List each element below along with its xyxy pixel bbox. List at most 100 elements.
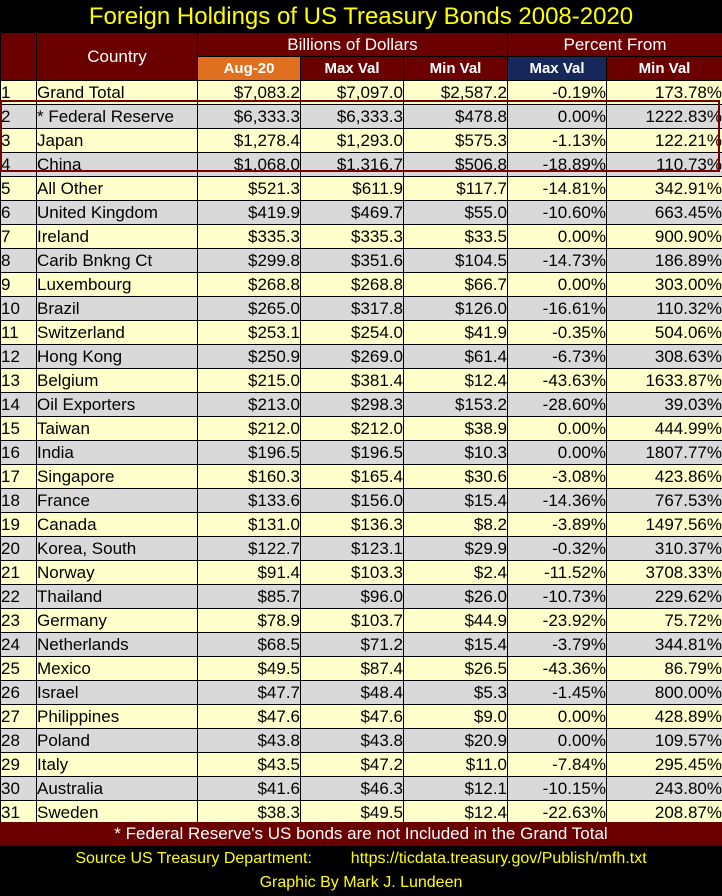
aug20-cell: $43.8 <box>197 728 301 753</box>
table-body: 1 Grand Total $7,083.2 $7,097.0 $2,587.2 -0.1… <box>0 80 722 825</box>
min-val-cell: $478.8 <box>403 104 508 129</box>
pct-min-cell: 1222.83% <box>605 104 722 129</box>
country-cell: Brazil <box>36 296 198 321</box>
aug20-cell: $250.9 <box>197 344 301 369</box>
row-number-cell: 13 <box>0 368 37 393</box>
pct-min-cell: 86.79% <box>605 656 722 681</box>
pct-max-cell: -16.61% <box>507 296 607 321</box>
min-val-cell: $117.7 <box>403 176 508 201</box>
min-val-cell: $12.4 <box>403 800 508 825</box>
country-cell: India <box>36 440 198 465</box>
country-cell: Japan <box>36 128 198 153</box>
pct-max-cell: -10.73% <box>507 584 607 609</box>
pct-min-cell: 344.81% <box>605 632 722 657</box>
pct-max-cell: -1.45% <box>507 680 607 705</box>
table-row: 12 Hong Kong $250.9 $269.0 $61.4 -6.73% 308.63… <box>0 344 722 369</box>
row-number-cell: 12 <box>0 344 37 369</box>
row-number-cell: 15 <box>0 416 37 441</box>
country-cell: Ireland <box>36 224 198 249</box>
pct-min-cell: 110.73% <box>605 152 722 177</box>
table-row: 11 Switzerland $253.1 $254.0 $41.9 -0.35% 504.… <box>0 320 722 345</box>
source-label: Source US Treasury Department: <box>75 850 312 867</box>
pct-max-cell: -0.19% <box>507 80 607 105</box>
table-row: 5 All Other $521.3 $611.9 $117.7 -14.81% 342.9… <box>0 176 722 201</box>
pct-max-cell: -23.92% <box>507 608 607 633</box>
table-row: 26 Israel $47.7 $48.4 $5.3 -1.45% 800.00% <box>0 680 722 705</box>
row-number-cell: 25 <box>0 656 37 681</box>
pct-max-cell: 0.00% <box>507 704 607 729</box>
row-number-cell: 31 <box>0 800 37 825</box>
country-cell: Canada <box>36 512 198 537</box>
max-val-cell: $43.8 <box>300 728 404 753</box>
aug20-cell: $49.5 <box>197 656 301 681</box>
pct-max-cell: 0.00% <box>507 272 607 297</box>
country-cell: Taiwan <box>36 416 198 441</box>
pct-min-cell: 800.00% <box>605 680 722 705</box>
max-val-cell: $123.1 <box>300 536 404 561</box>
aug20-cell: $85.7 <box>197 584 301 609</box>
row-number-cell: 20 <box>0 536 37 561</box>
pct-max-cell: -0.32% <box>507 536 607 561</box>
pct-min-cell: 295.45% <box>605 752 722 777</box>
max-val-cell: $156.0 <box>300 488 404 513</box>
aug20-cell: $419.9 <box>197 200 301 225</box>
row-number-cell: 30 <box>0 776 37 801</box>
table-row: 1 Grand Total $7,083.2 $7,097.0 $2,587.2 -0.1… <box>0 80 722 105</box>
max-val-cell: $47.2 <box>300 752 404 777</box>
row-number-cell: 11 <box>0 320 37 345</box>
min-val-cell: $44.9 <box>403 608 508 633</box>
pct-min-cell: 310.37% <box>605 536 722 561</box>
pct-min-header: Min Val <box>605 56 722 81</box>
aug20-cell: $6,333.3 <box>197 104 301 129</box>
table-row: 7 Ireland $335.3 $335.3 $33.5 0.00% 900.90% <box>0 224 722 249</box>
holdings-table: Country Billions of Dollars Percent From… <box>0 32 722 825</box>
billions-header: Billions of Dollars <box>197 32 508 57</box>
row-number-cell: 22 <box>0 584 37 609</box>
min-val-cell: $10.3 <box>403 440 508 465</box>
row-number-cell: 28 <box>0 728 37 753</box>
aug20-cell: $521.3 <box>197 176 301 201</box>
row-number-cell: 24 <box>0 632 37 657</box>
country-cell: Hong Kong <box>36 344 198 369</box>
aug20-cell: $253.1 <box>197 320 301 345</box>
min-val-cell: $38.9 <box>403 416 508 441</box>
country-cell: Oil Exporters <box>36 392 198 417</box>
pct-min-cell: 342.91% <box>605 176 722 201</box>
table-row: 23 Germany $78.9 $103.7 $44.9 -23.92% 75.72% <box>0 608 722 633</box>
pct-min-cell: 39.03% <box>605 392 722 417</box>
aug20-cell: $41.6 <box>197 776 301 801</box>
footnote: * Federal Reserve's US bonds are not Inc… <box>0 822 722 846</box>
min-val-cell: $12.1 <box>403 776 508 801</box>
country-cell: Thailand <box>36 584 198 609</box>
max-val-cell: $469.7 <box>300 200 404 225</box>
aug20-cell: $47.6 <box>197 704 301 729</box>
max-val-cell: $298.3 <box>300 392 404 417</box>
min-val-cell: $55.0 <box>403 200 508 225</box>
table-row: 16 India $196.5 $196.5 $10.3 0.00% 1807.77% <box>0 440 722 465</box>
row-number-cell: 10 <box>0 296 37 321</box>
table-row: 2 * Federal Reserve $6,333.3 $6,333.3 $478.8… <box>0 104 722 129</box>
max-val-cell: $196.5 <box>300 440 404 465</box>
max-val-cell: $49.5 <box>300 800 404 825</box>
country-cell: Italy <box>36 752 198 777</box>
max-val-cell: $611.9 <box>300 176 404 201</box>
pct-min-cell: 767.53% <box>605 488 722 513</box>
pct-min-cell: 1497.56% <box>605 512 722 537</box>
percent-from-header: Percent From <box>506 32 722 57</box>
pct-max-cell: -18.89% <box>507 152 607 177</box>
aug20-cell: $131.0 <box>197 512 301 537</box>
aug20-cell: $122.7 <box>197 536 301 561</box>
min-val-cell: $41.9 <box>403 320 508 345</box>
min-val-cell: $126.0 <box>403 296 508 321</box>
min-val-cell: $8.2 <box>403 512 508 537</box>
aug20-cell: $1,068.0 <box>197 152 301 177</box>
min-val-header: Min Val <box>403 56 508 81</box>
row-number-cell: 27 <box>0 704 37 729</box>
row-number-cell: 18 <box>0 488 37 513</box>
pct-max-cell: -14.81% <box>507 176 607 201</box>
row-number-header <box>0 32 37 81</box>
aug20-cell: $213.0 <box>197 392 301 417</box>
row-number-cell: 9 <box>0 272 37 297</box>
country-cell: Netherlands <box>36 632 198 657</box>
aug20-header: Aug-20 <box>197 56 301 81</box>
